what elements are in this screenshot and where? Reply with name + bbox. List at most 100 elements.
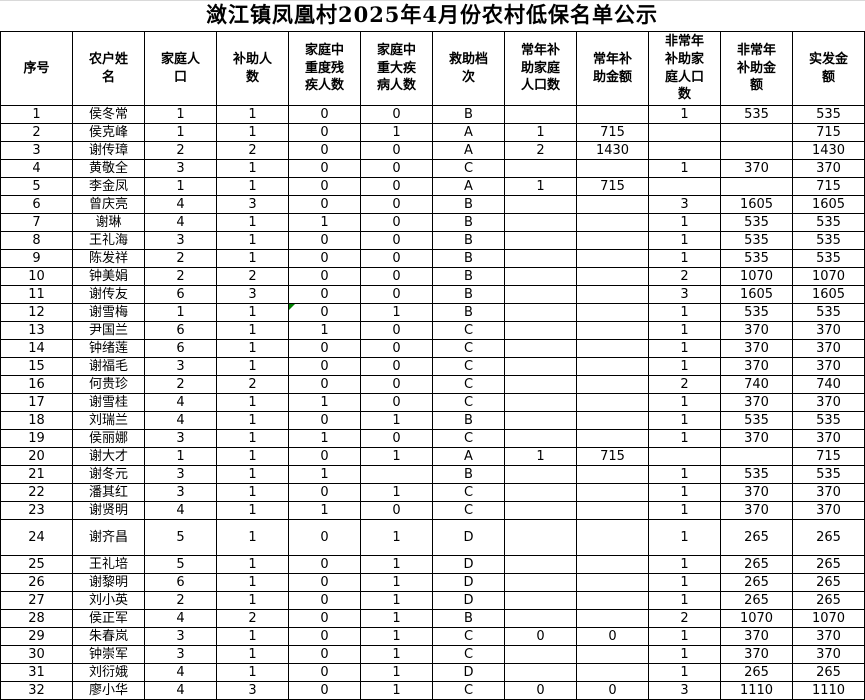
- table-cell: 1: [648, 555, 721, 574]
- table-cell: 1070: [792, 609, 865, 628]
- table-row: 32 廖小华 4 3 0 1 C 0 0 3 1110 1110: [0, 681, 865, 700]
- table-cell: [576, 591, 649, 610]
- table-cell: 1: [648, 339, 721, 358]
- table-cell: 0: [360, 285, 433, 304]
- table-cell: C: [432, 393, 505, 412]
- table-cell: 3: [648, 285, 721, 304]
- table-row: 10 钟美娟 2 2 0 0 B 2 1070 1070: [0, 267, 865, 286]
- table-row: 8 王礼海 3 1 0 0 B 1 535 535: [0, 231, 865, 250]
- table-row: 18 刘瑞兰 4 1 0 1 B 1 535 535: [0, 411, 865, 430]
- table-cell: [576, 267, 649, 286]
- table-cell: 1: [648, 627, 721, 646]
- table-cell: 1: [144, 105, 217, 124]
- table-row: 3 谢传璋 2 2 0 0 A 2 1430 1430: [0, 141, 865, 160]
- table-cell: 370: [720, 339, 793, 358]
- table-row: 29 朱春岚 3 1 0 1 C 0 0 1 370 370: [0, 627, 865, 646]
- table-cell: 0: [360, 231, 433, 250]
- table-cell: 0: [288, 141, 361, 160]
- table-cell: 370: [720, 627, 793, 646]
- table-cell: 25: [0, 555, 73, 574]
- table-cell: 谢福毛: [72, 357, 145, 376]
- table-cell: [504, 645, 577, 664]
- table-cell: 1: [360, 627, 433, 646]
- table-cell: [720, 123, 793, 142]
- table-cell: 1: [504, 123, 577, 142]
- table-cell: 370: [720, 429, 793, 448]
- table-cell: 0: [288, 591, 361, 610]
- table-cell: 2: [144, 267, 217, 286]
- table-cell: 0: [288, 303, 361, 322]
- table-cell: B: [432, 231, 505, 250]
- table-cell: 6: [0, 195, 73, 214]
- column-header: 序号: [0, 31, 73, 106]
- table-cell: [576, 555, 649, 574]
- table-cell: 5: [0, 177, 73, 196]
- table-cell: 0: [288, 627, 361, 646]
- table-cell: 1: [216, 591, 289, 610]
- table-cell: A: [432, 141, 505, 160]
- table-cell: 14: [0, 339, 73, 358]
- table-cell: 8: [0, 231, 73, 250]
- table-cell: 1: [648, 663, 721, 682]
- table-cell: 2: [216, 267, 289, 286]
- table-cell: 2: [0, 123, 73, 142]
- table-cell: 0: [576, 627, 649, 646]
- table-cell: 0: [288, 231, 361, 250]
- table-cell: [504, 501, 577, 520]
- table-cell: 535: [792, 213, 865, 232]
- table-cell: 1110: [720, 681, 793, 700]
- table-cell: [576, 321, 649, 340]
- table-cell: 370: [720, 357, 793, 376]
- table-cell: C: [432, 159, 505, 178]
- column-header: 实发金额: [792, 31, 865, 106]
- table-row: 28 侯正军 4 2 0 1 B 2 1070 1070: [0, 609, 865, 628]
- table-cell: 钟崇军: [72, 645, 145, 664]
- table-cell: 265: [792, 519, 865, 556]
- table-cell: 22: [0, 483, 73, 502]
- table-cell: 3: [144, 357, 217, 376]
- table-cell: A: [432, 177, 505, 196]
- table-cell: 370: [792, 159, 865, 178]
- table-cell: [504, 663, 577, 682]
- table-cell: 1: [360, 609, 433, 628]
- table-cell: 370: [792, 321, 865, 340]
- table-cell: 3: [0, 141, 73, 160]
- table-body: 1 侯冬常 1 1 0 0 B 1 535 535 2 侯克峰 1 1 0 1 A 1 715 715 3 谢传璋 2 2 0 0…: [0, 105, 865, 700]
- table-cell: 4: [144, 213, 217, 232]
- table-cell: 4: [144, 681, 217, 700]
- table-cell: 4: [144, 393, 217, 412]
- table-cell: 1: [648, 321, 721, 340]
- table-cell: 1: [360, 483, 433, 502]
- table-cell: 715: [792, 177, 865, 196]
- table-cell: [576, 645, 649, 664]
- table-cell: 0: [360, 159, 433, 178]
- table-cell: 5: [144, 519, 217, 556]
- table-cell: 1070: [720, 267, 793, 286]
- table-row: 24 谢齐昌 5 1 0 1 D 1 265 265: [0, 519, 865, 556]
- table-cell: 30: [0, 645, 73, 664]
- table-row: 27 刘小英 2 1 0 1 D 1 265 265: [0, 591, 865, 610]
- table-cell: 2: [144, 591, 217, 610]
- table-cell: 0: [360, 213, 433, 232]
- table-cell: 0: [360, 501, 433, 520]
- table-cell: 3: [144, 483, 217, 502]
- table-row: 21 谢冬元 3 1 1 B 1 535 535: [0, 465, 865, 484]
- table-cell: [648, 447, 721, 466]
- table-cell: [648, 177, 721, 196]
- table-cell: 0: [288, 375, 361, 394]
- table-cell: 1: [360, 123, 433, 142]
- table-cell: 1: [648, 105, 721, 124]
- table-cell: 9: [0, 249, 73, 268]
- table-cell: 1: [216, 429, 289, 448]
- table-cell: 0: [504, 627, 577, 646]
- table-cell: 1: [648, 231, 721, 250]
- table-cell: 1: [648, 303, 721, 322]
- lowbao-roster-table: 序号 农户姓名 家庭人口 补助人数 家庭中重度残疾人数 家庭中重大疾病人数 救助档次 常年补助…: [0, 31, 865, 700]
- table-cell: [576, 609, 649, 628]
- table-cell: 1: [0, 105, 73, 124]
- table-cell: 0: [288, 609, 361, 628]
- table-cell: C: [432, 321, 505, 340]
- table-cell: 1: [216, 645, 289, 664]
- table-cell: 0: [288, 573, 361, 592]
- table-cell: 23: [0, 501, 73, 520]
